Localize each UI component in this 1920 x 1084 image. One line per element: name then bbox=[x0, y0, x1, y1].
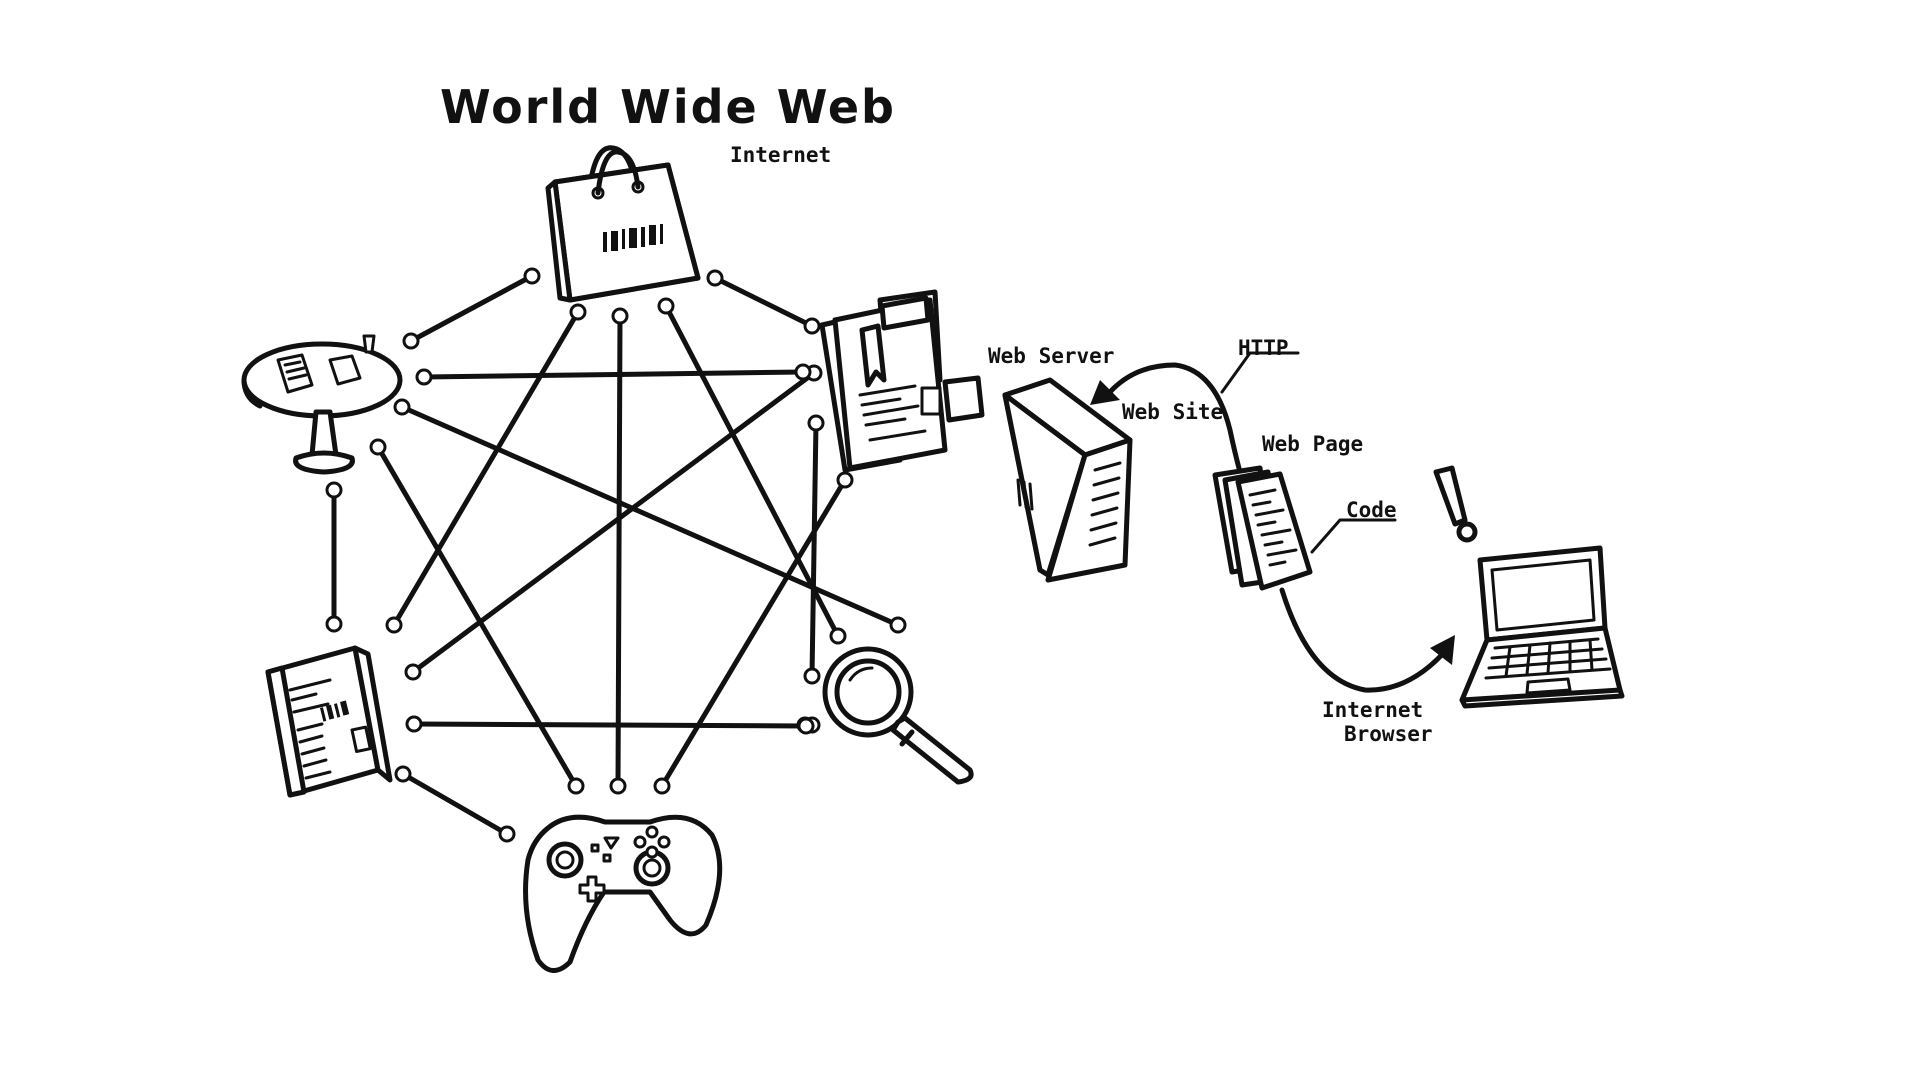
connection-endpoint bbox=[609, 777, 627, 795]
label-internet: Internet bbox=[730, 143, 832, 167]
laptop-icon bbox=[1459, 545, 1625, 709]
connection-endpoint bbox=[807, 414, 825, 432]
web-server-icon bbox=[1002, 377, 1133, 583]
book-icon bbox=[265, 645, 393, 798]
magnifier-icon bbox=[822, 646, 974, 785]
connection-endpoint bbox=[889, 616, 907, 634]
connection-endpoint bbox=[829, 627, 847, 645]
newspaper-icon bbox=[819, 289, 985, 473]
connection-shopping-social bbox=[408, 273, 535, 344]
connection-news-gaming bbox=[659, 477, 848, 789]
connection-endpoint bbox=[567, 777, 585, 795]
exclamation-icon bbox=[1433, 465, 1478, 543]
connection-endpoint bbox=[657, 297, 675, 315]
shopping-bag-icon bbox=[545, 145, 701, 303]
connection-endpoint bbox=[523, 267, 541, 285]
connection-endpoint bbox=[385, 616, 403, 634]
connection-news-books bbox=[410, 370, 817, 675]
connection-endpoint bbox=[653, 777, 671, 795]
connection-shopping-books bbox=[391, 309, 581, 628]
connection-endpoint bbox=[706, 269, 724, 287]
label-web-page: Web Page bbox=[1262, 432, 1364, 456]
connection-endpoint bbox=[369, 438, 387, 456]
connection-lines bbox=[325, 267, 907, 843]
connection-gaming-social bbox=[375, 444, 579, 789]
browser-arrow bbox=[1279, 587, 1455, 693]
label-web-server: Web Server bbox=[988, 344, 1115, 368]
connection-gaming-books bbox=[400, 771, 510, 837]
label-web-site: Web Site bbox=[1122, 400, 1224, 424]
page-title: World Wide Web bbox=[440, 80, 896, 134]
connection-endpoint bbox=[498, 825, 516, 843]
label-code: Code bbox=[1346, 498, 1397, 522]
connection-endpoint bbox=[794, 363, 812, 381]
connection-news-search bbox=[809, 420, 819, 679]
connection-shopping-gaming bbox=[615, 313, 623, 789]
web-page-documents-icon bbox=[1212, 465, 1397, 591]
connection-news-social bbox=[421, 369, 806, 380]
connection-endpoint bbox=[405, 715, 423, 733]
connection-search-books bbox=[411, 721, 809, 729]
connection-endpoint bbox=[569, 303, 587, 321]
cafe-table-icon bbox=[241, 334, 403, 475]
connection-endpoint bbox=[394, 765, 412, 783]
label-http: HTTP bbox=[1238, 336, 1289, 360]
connection-endpoint bbox=[325, 615, 343, 633]
connection-endpoint bbox=[325, 481, 343, 499]
connection-endpoint bbox=[404, 663, 422, 681]
connection-search-social bbox=[399, 404, 901, 628]
connection-endpoint bbox=[803, 667, 821, 685]
connection-endpoint bbox=[402, 332, 420, 350]
connection-endpoint bbox=[611, 307, 629, 325]
label-internet-browser-1: Internet bbox=[1322, 698, 1424, 722]
connection-shopping-search bbox=[663, 303, 841, 639]
connection-endpoint bbox=[836, 471, 854, 489]
label-internet-browser-2: Browser bbox=[1344, 722, 1433, 746]
gamepad-icon bbox=[523, 814, 723, 973]
connection-endpoint bbox=[393, 398, 411, 416]
connection-endpoint bbox=[803, 317, 821, 335]
connection-endpoint bbox=[797, 717, 815, 735]
connection-endpoint bbox=[415, 368, 433, 386]
connection-shopping-news bbox=[712, 275, 815, 329]
